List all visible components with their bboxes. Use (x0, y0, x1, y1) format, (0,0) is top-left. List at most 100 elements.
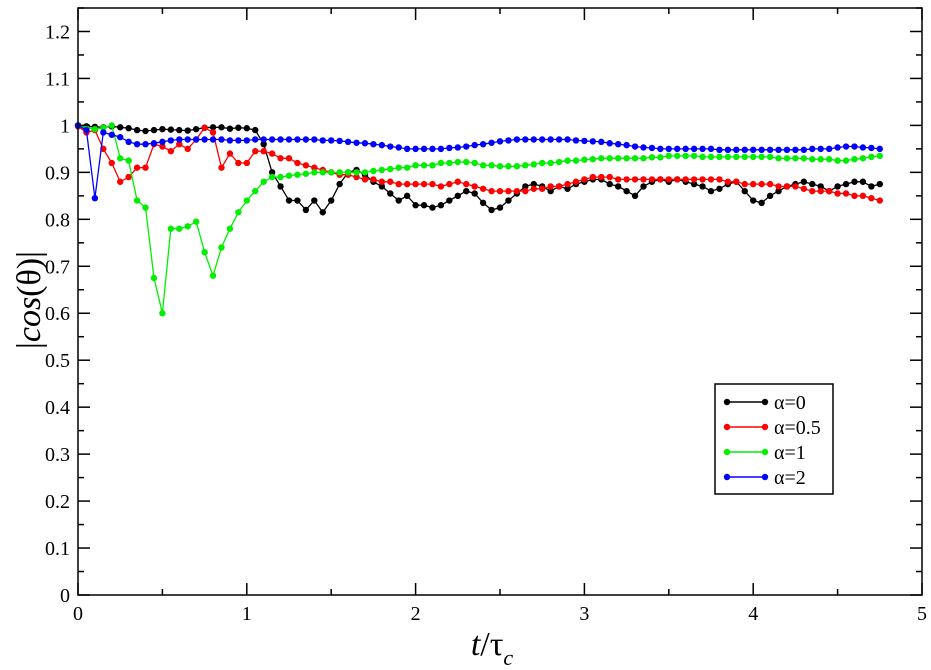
data-point (302, 206, 310, 214)
data-point (150, 140, 158, 147)
data-point (766, 192, 774, 200)
data-point (733, 178, 740, 185)
y-tick-label: 1.2 (45, 21, 70, 43)
data-point (842, 143, 850, 150)
data-point (809, 145, 816, 153)
data-point (707, 153, 715, 161)
data-point (454, 178, 461, 185)
data-point (817, 183, 824, 190)
data-point (184, 145, 191, 153)
data-point (859, 192, 867, 200)
data-point (243, 137, 250, 144)
data-point (766, 180, 774, 188)
data-point (125, 138, 132, 146)
data-point (294, 197, 301, 204)
data-point (260, 136, 267, 143)
data-point (133, 126, 141, 134)
data-point (690, 180, 698, 188)
data-point (817, 187, 824, 195)
data-point (117, 124, 124, 131)
data-point (159, 125, 166, 133)
x-tick-label: 3 (579, 603, 589, 625)
data-point (412, 202, 419, 209)
data-point (277, 155, 284, 162)
data-point (488, 206, 495, 214)
data-point (741, 146, 748, 154)
data-point (724, 146, 732, 154)
data-point (311, 197, 318, 204)
data-point (513, 136, 521, 143)
data-point (564, 157, 571, 164)
data-point (834, 183, 841, 190)
data-point (387, 190, 394, 197)
data-point (353, 139, 360, 146)
data-point (243, 159, 250, 167)
data-point (429, 145, 436, 153)
data-point (859, 155, 867, 162)
data-point (285, 136, 293, 143)
data-point (192, 125, 200, 133)
data-point (581, 137, 588, 145)
data-point (792, 155, 799, 162)
data-point (724, 153, 732, 161)
data-point (640, 144, 647, 151)
data-point (420, 162, 428, 169)
data-point (800, 146, 808, 154)
data-point (522, 136, 529, 143)
data-point (699, 183, 706, 190)
data-point (707, 176, 715, 183)
data-point (589, 156, 597, 163)
data-point (631, 192, 639, 200)
data-point (429, 204, 436, 211)
data-point (809, 187, 816, 195)
data-point (606, 180, 613, 188)
data-point (496, 163, 504, 170)
data-point (437, 145, 445, 153)
data-point (606, 140, 613, 147)
data-point (353, 169, 360, 176)
data-point (614, 155, 622, 162)
data-point (226, 225, 234, 232)
data-point (159, 310, 166, 317)
y-tick-label: 0.3 (45, 444, 70, 466)
data-point (277, 136, 284, 143)
data-point (192, 136, 200, 143)
data-point (623, 141, 630, 149)
data-point (825, 145, 833, 153)
data-point (640, 155, 647, 162)
data-point (775, 183, 782, 190)
data-point (471, 190, 478, 197)
data-point (631, 176, 639, 183)
data-point (614, 140, 622, 148)
data-point (581, 156, 588, 163)
series-layer (74, 122, 883, 317)
data-point (876, 197, 883, 204)
data-point (243, 197, 250, 204)
data-point (547, 187, 554, 195)
data-point (344, 138, 352, 146)
data-point (201, 136, 208, 143)
data-point (631, 143, 639, 150)
data-point (260, 140, 267, 148)
data-point (572, 137, 580, 144)
legend-marker (723, 473, 731, 481)
data-point (716, 146, 723, 154)
legend-marker (761, 448, 769, 456)
data-point (690, 145, 698, 153)
legend: α=0 α=0.5 α=1 α=2 (714, 383, 834, 495)
data-point (167, 148, 175, 155)
data-point (800, 185, 808, 192)
data-point (488, 162, 495, 169)
data-point (336, 169, 343, 176)
data-point (564, 136, 571, 143)
data-point (429, 180, 436, 188)
data-point (100, 129, 107, 136)
series-2 (74, 122, 883, 317)
data-point (859, 178, 867, 185)
data-point (750, 180, 757, 188)
data-point (792, 183, 799, 190)
data-point (623, 187, 630, 195)
data-point (226, 137, 234, 144)
data-point (260, 178, 267, 185)
data-point (159, 138, 166, 146)
